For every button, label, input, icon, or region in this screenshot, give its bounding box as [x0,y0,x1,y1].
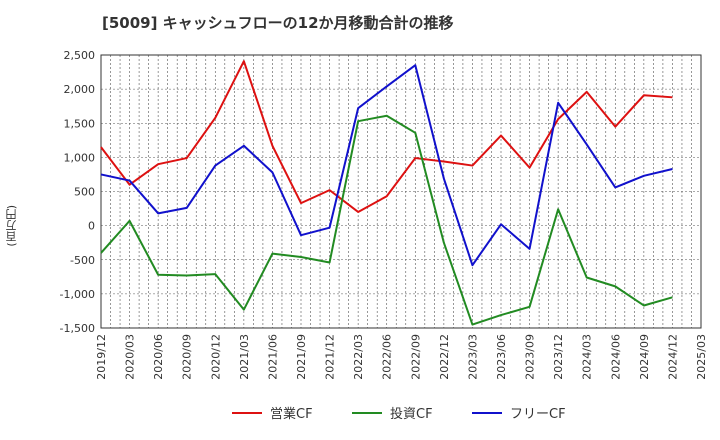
y-tick-label: -1,500 [60,322,95,335]
x-tick-label: 2025/03 [695,334,708,380]
x-tick-label: 2022/06 [381,334,394,380]
x-tick-label: 2021/12 [324,334,337,380]
x-tick-label: 2022/12 [438,334,451,380]
legend-label: 営業CF [270,406,313,422]
series-line-投資CF [100,114,673,326]
x-tick-label: 2022/09 [409,334,422,380]
series-line-営業CF [100,60,673,213]
x-tick-label: 2021/06 [266,334,279,380]
y-tick-label: 0 [88,220,95,233]
y-tick-label: 2,000 [64,83,96,96]
plot-border [100,54,702,329]
x-tick-label: 2022/03 [352,334,365,380]
x-tick-label: 2024/09 [638,334,651,380]
x-tick-label: 2023/06 [495,334,508,380]
axes: 2,500 2,000 1,500 1,000 500 0 -500 -1,000 -1,500… [60,49,708,380]
x-tick-label: 2020/12 [209,334,222,380]
data-series [100,60,673,326]
legend: 営業CF 投資CF フリーCF [232,406,566,422]
legend-label: フリーCF [510,407,566,422]
x-tick-label: 2024/12 [666,334,679,380]
legend-label: 投資CF [390,406,433,422]
x-tick-label: 2020/06 [152,334,165,380]
x-tick-label: 2024/06 [609,334,622,380]
y-tick-label: -1,000 [60,288,95,301]
x-tick-label: 2023/09 [524,334,537,380]
y-tick-label: 1,000 [64,151,96,164]
x-tick-label: 2023/03 [466,334,479,380]
y-tick-label: 1,500 [64,117,96,130]
y-tick-label: 2,500 [64,49,96,62]
chart-title: [5009] キャッシュフローの12か月移動合計の推移 [102,14,454,32]
x-tick-label: 2020/03 [124,334,137,380]
x-tick-label: 2021/09 [295,334,308,380]
x-tick-label: 2021/03 [238,334,251,380]
x-tick-label: 2020/09 [181,334,194,380]
y-tick-label: -500 [70,254,95,267]
x-tick-label: 2019/12 [95,334,108,380]
series-line-フリーCF [100,64,673,267]
x-tick-label: 2024/03 [581,334,594,380]
y-tick-label: 500 [74,186,95,199]
x-tick-label: 2023/12 [552,334,565,380]
